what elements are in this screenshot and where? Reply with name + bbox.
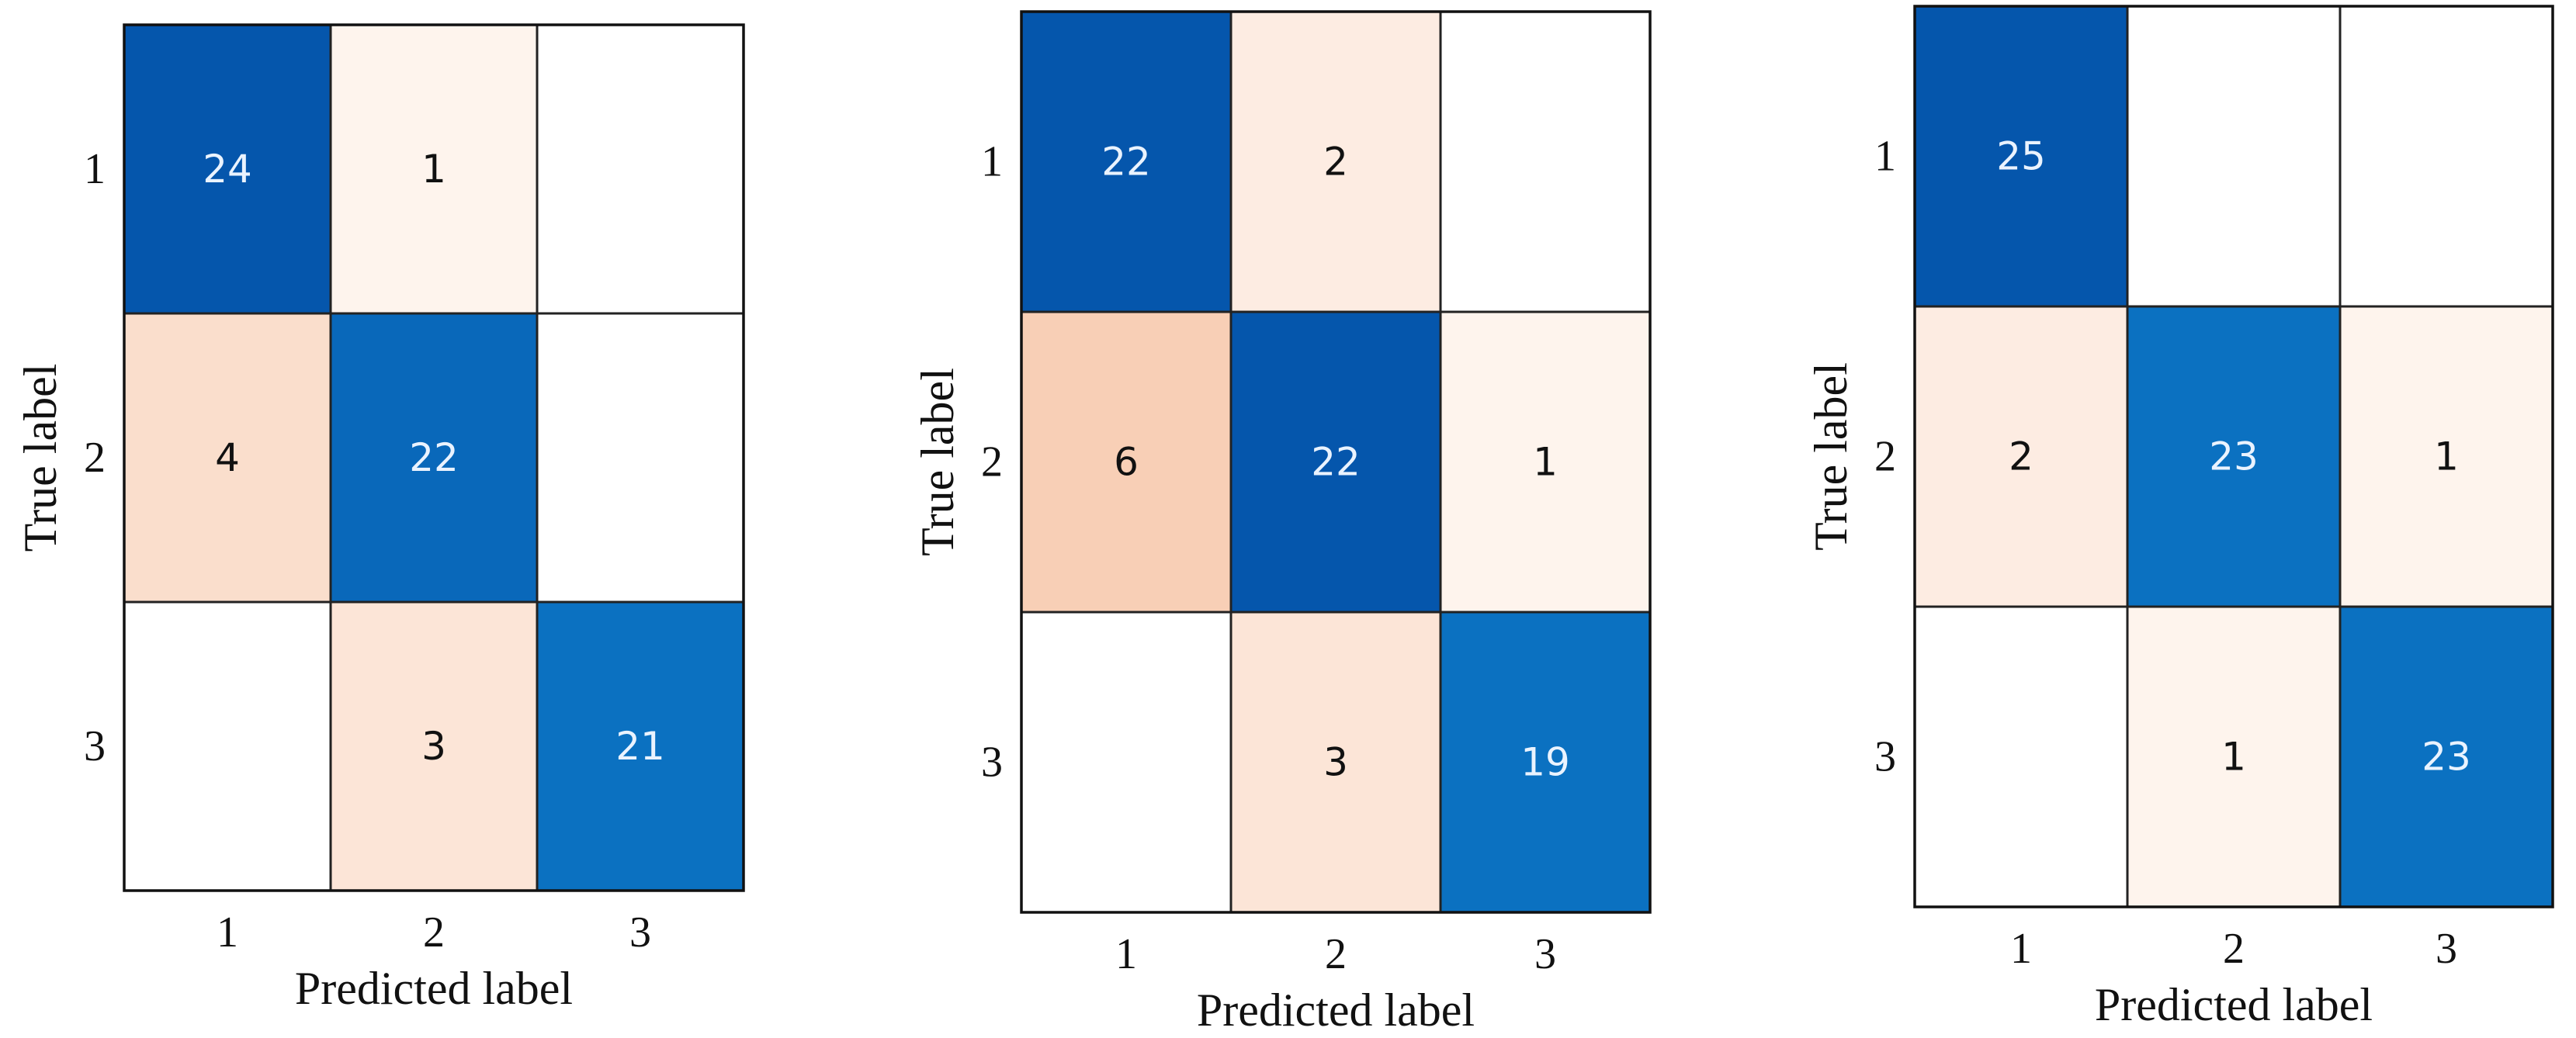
cell-value: 3 xyxy=(1323,740,1348,785)
y-tick-label: 3 xyxy=(981,739,1003,787)
y-tick-label: 2 xyxy=(981,438,1003,486)
cell-value: 23 xyxy=(2422,735,2471,780)
cell-value: 1 xyxy=(1533,440,1558,485)
y-axis-title: True label xyxy=(1805,362,1857,551)
y-tick-label: 3 xyxy=(1874,733,1896,781)
cell-value: 22 xyxy=(409,435,459,480)
y-tick-label: 2 xyxy=(84,434,106,482)
matrix-cell-r2-c2 xyxy=(2126,305,2342,608)
cell-value: 4 xyxy=(215,435,240,480)
cell-value: 2 xyxy=(2009,434,2033,479)
cell-value: 21 xyxy=(615,724,665,769)
y-axis-title: True label xyxy=(15,364,66,552)
matrix-cell-r3-c1 xyxy=(1913,605,2129,908)
cell-value: 3 xyxy=(421,724,446,769)
y-axis-title: True label xyxy=(912,368,963,556)
matrix-cell-r3-c3 xyxy=(2339,605,2554,908)
x-axis-title: Predicted label xyxy=(1197,984,1475,1036)
matrix-cell-r3-c2 xyxy=(1229,611,1442,914)
matrix-frame xyxy=(1020,10,1652,914)
x-tick-label: 3 xyxy=(629,908,651,957)
cell-value: 1 xyxy=(2221,735,2246,780)
cell-value: 24 xyxy=(203,147,252,192)
cell-value: 19 xyxy=(1520,740,1570,785)
x-axis-title: Predicted label xyxy=(2095,979,2373,1030)
x-tick-label: 2 xyxy=(2223,925,2245,973)
y-tick-label: 1 xyxy=(84,145,106,193)
matrix-cell-r2-c2 xyxy=(329,312,539,604)
cell-value: 25 xyxy=(1996,134,2046,179)
cell-value: 1 xyxy=(421,147,446,192)
x-tick-label: 2 xyxy=(423,908,445,957)
matrix-frame xyxy=(123,23,745,892)
x-tick-label: 1 xyxy=(2010,925,2032,973)
x-tick-label: 1 xyxy=(1115,930,1137,978)
matrix-cell-r1-c3 xyxy=(536,23,745,315)
matrix-cell-r2-c3 xyxy=(1439,310,1652,614)
cell-value: 22 xyxy=(1101,140,1151,185)
matrix-cell-r1-c3 xyxy=(2339,5,2554,308)
matrix-cell-r3-c1 xyxy=(1020,611,1233,914)
matrix-cell-r3-c2 xyxy=(2126,605,2342,908)
cell-value: 22 xyxy=(1311,440,1361,485)
matrix-cell-r2-c3 xyxy=(536,312,745,604)
matrix-cell-r2-c3 xyxy=(2339,305,2554,608)
matrix-cell-r3-c3 xyxy=(536,600,745,892)
x-tick-label: 1 xyxy=(217,908,238,957)
matrix-cell-r1-c3 xyxy=(1439,10,1652,313)
cell-value: 1 xyxy=(2434,434,2459,479)
matrix-cell-r3-c1 xyxy=(123,600,332,892)
x-tick-label: 2 xyxy=(1325,930,1347,978)
matrix-cell-r1-c2 xyxy=(2126,5,2342,308)
y-tick-label: 1 xyxy=(981,138,1003,186)
y-tick-label: 1 xyxy=(1874,133,1896,181)
cell-value: 23 xyxy=(2209,434,2259,479)
matrix-cell-r1-c2 xyxy=(1229,10,1442,313)
matrix-cell-r2-c1 xyxy=(1020,310,1233,614)
matrix-frame xyxy=(1913,5,2554,908)
y-tick-label: 2 xyxy=(1874,433,1896,481)
matrix-cell-r1-c1 xyxy=(123,23,332,315)
matrix-cell-r2-c2 xyxy=(1229,310,1442,614)
y-tick-label: 3 xyxy=(84,722,106,770)
matrix-cell-r1-c1 xyxy=(1913,5,2129,308)
x-axis-title: Predicted label xyxy=(295,963,573,1014)
matrix-cell-r2-c1 xyxy=(123,312,332,604)
x-tick-label: 3 xyxy=(1534,930,1556,978)
matrix-cell-r3-c2 xyxy=(329,600,539,892)
matrix-cell-r2-c1 xyxy=(1913,305,2129,608)
x-tick-label: 3 xyxy=(2436,925,2457,973)
cell-value: 2 xyxy=(1323,140,1348,185)
cell-value: 6 xyxy=(1114,440,1139,485)
matrix-cell-r3-c3 xyxy=(1439,611,1652,914)
matrix-cell-r1-c2 xyxy=(329,23,539,315)
